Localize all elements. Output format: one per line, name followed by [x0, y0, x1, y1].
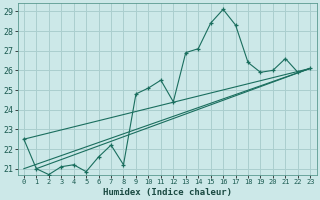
X-axis label: Humidex (Indice chaleur): Humidex (Indice chaleur) — [103, 188, 232, 197]
